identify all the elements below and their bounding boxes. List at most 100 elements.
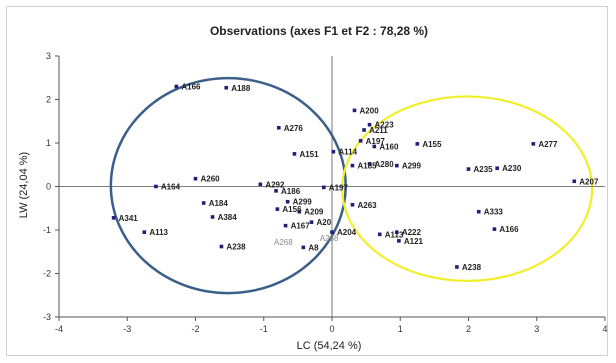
- point-label: A223: [375, 121, 395, 130]
- point-label: A333: [484, 208, 504, 217]
- point-label: A197: [366, 137, 386, 146]
- data-point: [377, 232, 382, 237]
- data-point: [142, 230, 147, 234]
- point-label: A299: [402, 162, 422, 171]
- point-label: A260: [201, 175, 221, 184]
- point-label: A263: [357, 201, 377, 210]
- y-axis-label: LW (24,04 %): [18, 152, 30, 218]
- data-point: [111, 216, 116, 220]
- point-label: A277: [538, 140, 558, 149]
- point-label: A230: [502, 164, 522, 173]
- data-point: [395, 230, 399, 234]
- x-tick-label: -2: [191, 324, 199, 334]
- y-tick-label: 2: [46, 95, 51, 105]
- x-tick-label: 1: [398, 324, 403, 334]
- data-point: [397, 239, 401, 243]
- point-label: A276: [284, 124, 304, 133]
- data-point: [352, 108, 357, 113]
- point-label: A384: [218, 213, 238, 222]
- point-label: A209: [304, 208, 324, 217]
- chart-frame: -4 -3 -2 -1 0 1 2 3 4 -3 -2 -1 0 1 2 3 A166 A188 A276 A151…: [6, 6, 608, 356]
- point-label: A20: [317, 218, 332, 227]
- data-point: [350, 202, 355, 207]
- y-tick-label: -1: [43, 225, 51, 235]
- point-label: A211: [369, 126, 388, 135]
- data-point: [154, 184, 158, 189]
- data-point: [309, 220, 314, 224]
- data-point: [292, 152, 297, 156]
- data-point: [274, 189, 278, 193]
- data-point: [285, 199, 290, 204]
- point-label: A155: [422, 140, 442, 149]
- data-point: [219, 244, 224, 249]
- data-point: [301, 245, 306, 250]
- y-tick-label: -3: [43, 312, 51, 322]
- point-label: A164: [161, 183, 181, 192]
- data-point: [322, 185, 326, 190]
- x-tick-label: 2: [466, 324, 471, 334]
- point-label: A166: [181, 82, 201, 91]
- point-label: A280: [375, 160, 395, 169]
- point-label: A121: [404, 237, 424, 246]
- yellow-ellipse: [341, 95, 594, 282]
- x-tick-label: -4: [55, 324, 63, 334]
- data-point: [372, 144, 377, 149]
- data-point: [367, 122, 372, 127]
- point-label: A341: [119, 214, 139, 223]
- point-label: A200: [360, 106, 380, 115]
- data-point: [358, 139, 363, 143]
- x-tick-label: 4: [602, 324, 607, 334]
- data-point: [362, 128, 366, 132]
- x-tick-label: -1: [260, 324, 268, 334]
- point-label: A222: [402, 228, 422, 237]
- point-label: A235: [474, 165, 494, 174]
- data-point: [283, 223, 288, 228]
- data-point: [466, 167, 471, 171]
- data-point: [201, 201, 206, 205]
- data-point: [572, 179, 577, 184]
- point-label-faint: A268: [320, 234, 339, 243]
- y-tick-label: 1: [46, 138, 51, 148]
- scatter-chart: -4 -3 -2 -1 0 1 2 3 4 -3 -2 -1 0 1 2 3 A166 A188 A276 A151…: [18, 24, 608, 352]
- point-label: A160: [379, 142, 399, 151]
- blue-ellipse: [109, 76, 347, 295]
- data-point: [495, 166, 499, 171]
- data-point: [415, 142, 420, 146]
- point-label: A113: [385, 230, 404, 239]
- point-label: A114: [338, 148, 357, 157]
- x-tick-label: 0: [329, 324, 334, 334]
- point-label: A238: [462, 263, 482, 272]
- data-point: [174, 84, 179, 89]
- point-label: A156: [282, 205, 302, 214]
- y-tick-label: 0: [46, 182, 51, 192]
- point-label: A197: [329, 183, 349, 192]
- point-label: A185: [357, 162, 377, 171]
- point-label: A8: [308, 243, 319, 252]
- data-point: [492, 227, 497, 231]
- data-point: [455, 265, 459, 269]
- point-label: A204: [337, 228, 357, 237]
- data-point: [210, 215, 215, 219]
- data-point: [275, 207, 280, 211]
- data-point: [224, 85, 229, 90]
- x-axis-label: LC (54,24 %): [297, 340, 362, 352]
- point-label: A151: [299, 150, 319, 159]
- point-label: A299: [293, 198, 313, 207]
- point-label: A207: [579, 177, 599, 186]
- x-tick-label: 3: [534, 324, 539, 334]
- point-label: A188: [231, 84, 251, 93]
- data-point: [297, 209, 302, 214]
- data-point: [258, 182, 263, 187]
- point-label: A292: [265, 180, 285, 189]
- data-point: [395, 163, 399, 168]
- point-label-faint: A268: [274, 238, 293, 247]
- point-label: A167: [291, 222, 311, 231]
- data-point: [531, 142, 536, 146]
- point-label: A238: [226, 243, 246, 252]
- data-point: [350, 163, 355, 168]
- data-point: [330, 230, 334, 234]
- data-point: [276, 125, 281, 130]
- point-label: A186: [281, 187, 301, 196]
- y-tick-label: 3: [46, 51, 51, 61]
- point-label: A113: [149, 228, 168, 237]
